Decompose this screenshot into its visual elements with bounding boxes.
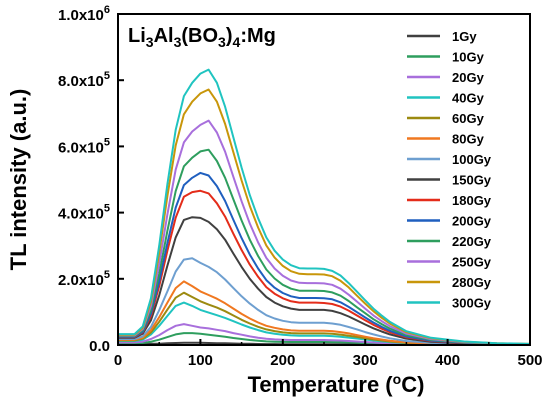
x-tick-label: 0 [114,352,122,369]
legend-label-40Gy: 40Gy [452,91,485,106]
legend-label-250Gy: 250Gy [452,255,492,270]
series-line-150Gy [118,216,531,346]
y-tick-label: 6.0x105 [58,136,110,156]
series-line-20Gy [118,323,531,346]
legend-label-20Gy: 20Gy [452,70,485,85]
y-axis-label: TL intensity (a.u.) [6,89,31,271]
x-tick-label: 100 [188,352,213,369]
series-layer [118,68,531,346]
y-tick-label: 4.0x105 [58,203,110,223]
series-line-220Gy [118,148,531,346]
legend-label-80Gy: 80Gy [452,132,485,147]
x-tick-label: 400 [435,352,460,369]
y-tick-label: 1.0x106 [58,4,110,24]
ticks-layer: 0 100 200 300 400 500 0.0 2.0x105 4.0x105 6.0x105… [58,4,543,369]
legend-label-200Gy: 200Gy [452,214,492,229]
legend-label-1Gy: 1Gy [452,29,477,44]
series-line-60Gy [118,291,531,346]
series-line-200Gy [118,171,531,346]
legend-label-280Gy: 280Gy [452,275,492,290]
series-line-80Gy [118,280,531,346]
legend-label-300Gy: 300Gy [452,296,492,311]
x-tick-label: 300 [353,352,378,369]
x-tick-label: 200 [270,352,295,369]
y-tick-label: 0.0 [89,338,110,355]
x-axis-label: Temperature (oC) [248,371,425,397]
legend-label-220Gy: 220Gy [452,234,492,249]
y-tick-label: 2.0x105 [58,269,110,289]
y-tick-label: 8.0x105 [58,70,110,90]
chart-title: Li3Al3(BO3)4:Mg [128,25,276,50]
legend-label-60Gy: 60Gy [452,111,485,126]
legend-label-150Gy: 150Gy [452,173,492,188]
series-line-300Gy [118,68,531,345]
series-line-280Gy [118,88,531,345]
legend-label-10Gy: 10Gy [452,50,485,65]
x-tick-label: 500 [517,352,542,369]
series-line-180Gy [118,189,531,346]
series-line-100Gy [118,257,531,346]
legend-label-180Gy: 180Gy [452,193,492,208]
series-line-250Gy [118,119,531,346]
legend-label-100Gy: 100Gy [452,152,492,167]
legend: 1Gy 10Gy 20Gy 40Gy 60Gy 80Gy 100Gy 150Gy 180Gy 20… [407,29,492,311]
